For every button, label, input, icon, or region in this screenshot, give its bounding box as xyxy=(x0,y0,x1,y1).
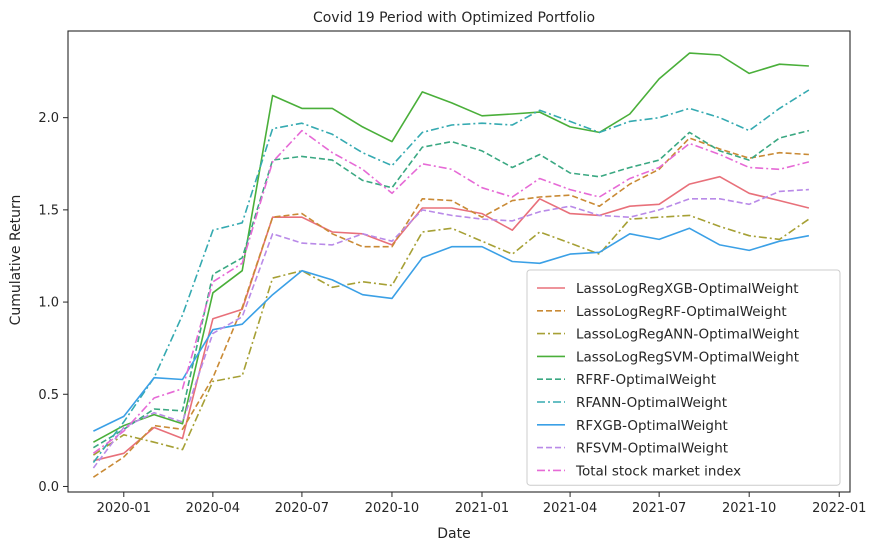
x-tick-label: 2021-07 xyxy=(632,501,686,516)
y-tick-label: 0.5 xyxy=(38,388,59,403)
legend-label: LassoLogRegSVM-OptimalWeight xyxy=(576,349,799,365)
x-tick-label: 2020-07 xyxy=(275,501,329,516)
y-axis-ticks: 0.0 0.5 1.0 1.5 2.0 xyxy=(38,111,68,495)
series-line-7 xyxy=(93,227,810,432)
y-tick-label: 1.0 xyxy=(38,296,59,311)
x-tick-label: 2021-10 xyxy=(722,501,776,516)
x-tick-label: 2020-01 xyxy=(97,501,151,516)
y-tick-label: 1.5 xyxy=(38,203,59,218)
chart-title: Covid 19 Period with Optimized Portfolio xyxy=(313,10,595,26)
series-line-3 xyxy=(92,214,810,456)
x-tick-label: 2021-04 xyxy=(543,501,597,516)
series-line-5 xyxy=(92,129,810,449)
series-line-1 xyxy=(93,175,810,462)
legend-label: RFRF-OptimalWeight xyxy=(576,372,716,388)
y-axis-label: Cumulative Return xyxy=(8,195,24,326)
x-tick-label: 2022-01 xyxy=(812,501,866,516)
series-line-2 xyxy=(92,137,809,478)
y-tick-label: 0.0 xyxy=(38,480,59,495)
legend-label: LassoLogRegRF-OptimalWeight xyxy=(576,304,787,320)
x-axis-label: Date xyxy=(437,526,470,542)
x-axis-ticks: 2020-01 2020-04 2020-07 2020-10 2021-01 2021-… xyxy=(97,492,866,516)
x-tick-label: 2020-04 xyxy=(186,501,240,516)
x-tick-label: 2021-01 xyxy=(455,501,509,516)
plot-area xyxy=(67,30,851,493)
series-line-4 xyxy=(93,52,809,443)
legend-label: RFXGB-OptimalWeight xyxy=(576,418,728,434)
legend-label: RFANN-OptimalWeight xyxy=(576,395,727,411)
legend-label: LassoLogRegXGB-OptimalWeight xyxy=(576,281,799,297)
legend: LassoLogRegXGB-OptimalWeight LassoLogRegR… xyxy=(526,269,841,486)
legend-label: LassoLogRegANN-OptimalWeight xyxy=(576,327,799,343)
legend-label: RFSVM-OptimalWeight xyxy=(576,441,728,457)
legend-label: Total stock market index xyxy=(575,463,741,479)
series-line-6 xyxy=(92,89,810,463)
series-lines xyxy=(92,52,810,478)
axes-frame xyxy=(67,30,851,493)
series-line-8 xyxy=(92,188,809,469)
x-tick-label: 2020-10 xyxy=(365,501,419,516)
y-tick-label: 2.0 xyxy=(38,111,59,126)
legend-box xyxy=(526,269,841,486)
